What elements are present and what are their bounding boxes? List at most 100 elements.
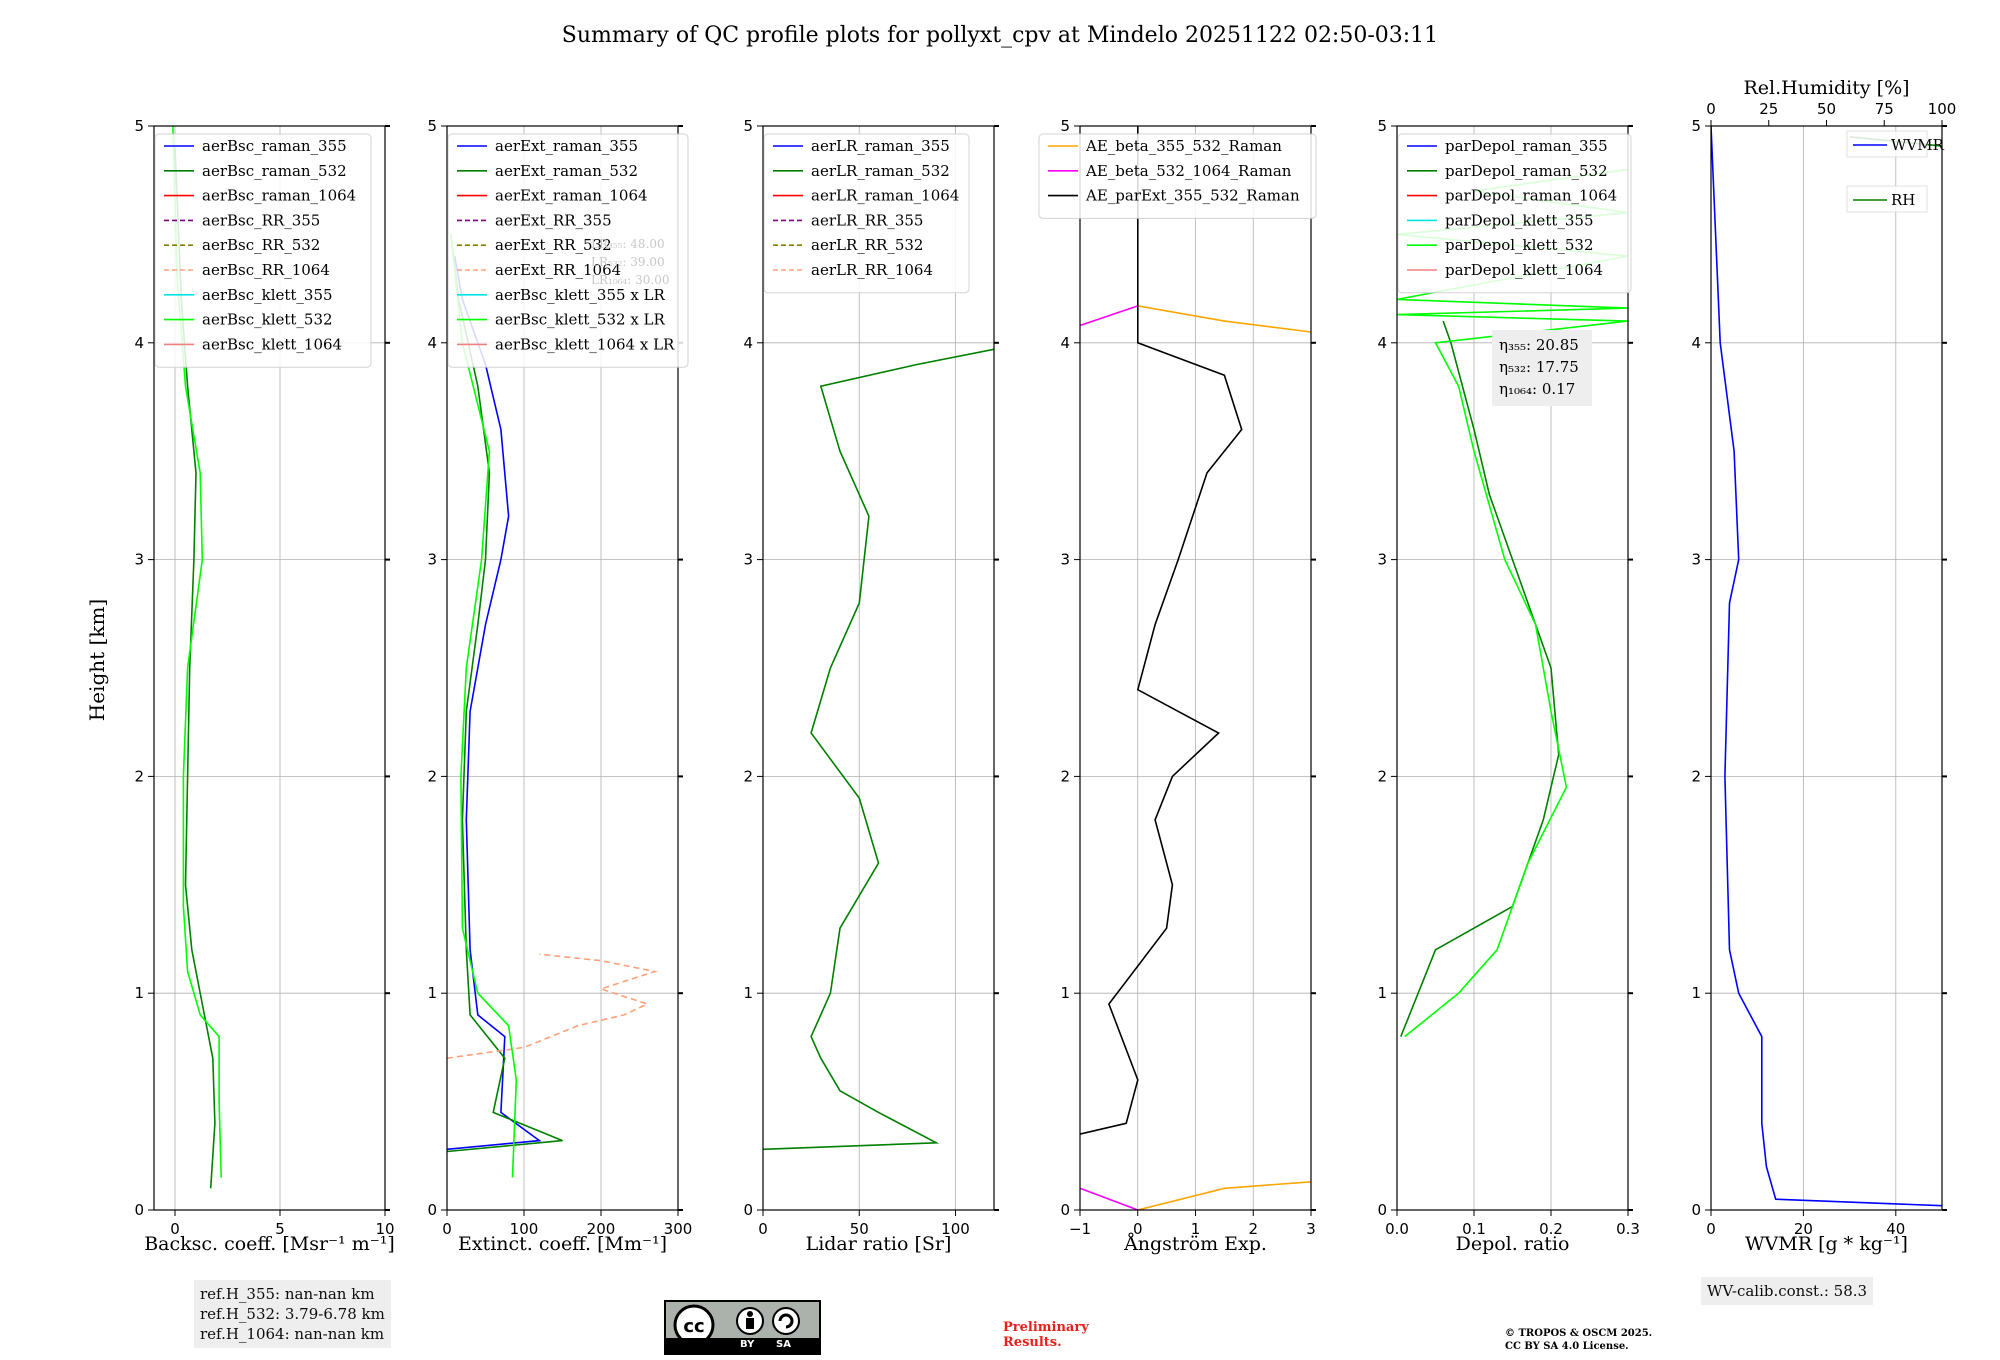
x-axis-label: WVMR [g * kg⁻¹] — [1745, 1233, 1908, 1255]
y-tick-label: 3 — [1060, 551, 1070, 569]
legend-entry: parDepol_klett_355 — [1445, 211, 1594, 229]
eta-annotation: η₅₃₂: 17.75 — [1499, 358, 1579, 376]
y-tick-label: 2 — [1060, 767, 1070, 785]
legend-entry: aerExt_RR_1064 — [495, 261, 621, 279]
top-x-tick-label: 0 — [1706, 100, 1716, 118]
x-tick-label: 0 — [170, 1220, 180, 1238]
legend: AE_beta_355_532_Raman AE_beta_532_1064_Ra… — [1038, 133, 1317, 219]
x-tick-label: 5 — [275, 1220, 285, 1238]
svg-text:cc: cc — [683, 1316, 704, 1337]
y-tick-label: 2 — [743, 767, 753, 785]
legend: WVMR RH — [1846, 130, 1945, 213]
cc-license-badge: cc BY SA — [664, 1300, 821, 1355]
legend-entry: aerBsc_RR_1064 — [202, 261, 330, 279]
x-tick-label: 0 — [758, 1220, 768, 1238]
series-AE_beta_355_532_Raman_upper — [1137, 305, 1311, 333]
y-tick-label: 3 — [427, 551, 437, 569]
y-tick-label: 5 — [1060, 117, 1070, 135]
panel-depol: 0.0 0.1 0.2 0.3 0 1 2 3 4 5 Depol. ratio parDepol_r… — [1377, 117, 1639, 1255]
series-RH_upper — [1849, 136, 1942, 147]
legend: aerExt_raman_355 aerExt_raman_532 aerExt_r… — [447, 133, 689, 368]
legend-entry: RH — [1891, 191, 1915, 209]
series-aerBsc_klett_532 x LR — [450, 234, 518, 1178]
y-tick-label: 4 — [427, 334, 437, 352]
legend: aerLR_raman_355 aerLR_raman_532 aerLR_rama… — [763, 133, 970, 294]
y-tick-label: 2 — [1377, 767, 1387, 785]
top-x-tick-label: 75 — [1875, 100, 1894, 118]
series-aerBsc_klett_532 — [172, 126, 222, 1178]
y-tick-label: 0 — [1060, 1201, 1070, 1219]
legend-entry: aerExt_RR_532 — [495, 236, 612, 254]
legend-entry: aerBsc_klett_1064 — [202, 335, 342, 353]
y-tick-label: 0 — [427, 1201, 437, 1219]
x-axis-label: Backsc. coeff. [Msr⁻¹ m⁻¹] — [144, 1233, 395, 1255]
panel-lr: 0 50 100 0 1 2 3 4 5 Lidar ratio [Sr] aerLR_raman_… — [743, 117, 999, 1255]
series-group — [172, 126, 222, 1189]
legend-entry: aerBsc_RR_532 — [202, 236, 320, 254]
sa-share-icon — [772, 1307, 800, 1335]
legend-entry: parDepol_raman_532 — [1445, 162, 1608, 180]
legend-entry: AE_parExt_355_532_Raman — [1085, 187, 1300, 205]
legend-box — [447, 133, 689, 368]
y-tick-label: 1 — [427, 984, 437, 1002]
x-tick-label: 10 — [375, 1220, 394, 1238]
y-tick-label: 2 — [134, 767, 144, 785]
y-tick-label: 5 — [427, 117, 437, 135]
y-tick-label: 3 — [134, 551, 144, 569]
series-aerLR_raman_532 — [763, 348, 994, 1151]
legend-entry: parDepol_raman_355 — [1445, 137, 1608, 155]
legend-entry: aerBsc_klett_355 x LR — [495, 286, 666, 304]
legend-entry: parDepol_klett_532 — [1445, 236, 1594, 254]
y-tick-label: 5 — [134, 117, 144, 135]
legend-entry: aerExt_RR_355 — [495, 211, 612, 229]
lidar-ratio-annotation: LR₁₀₆₄: 30.00 — [591, 273, 669, 287]
axes-frame — [153, 125, 386, 1211]
x-tick-label: 1 — [1191, 1220, 1201, 1238]
legend-entry: aerBsc_klett_355 — [202, 286, 333, 304]
ref-height-1064: ref.H_1064: nan-nan km — [200, 1325, 385, 1343]
x-tick-label: 0.0 — [1385, 1220, 1409, 1238]
x-tick-label: −1 — [1069, 1220, 1091, 1238]
wv-calib-const: WV-calib.const.: 58.3 — [1707, 1282, 1868, 1300]
axes-frame — [1710, 125, 1943, 1211]
legend: aerBsc_raman_355 aerBsc_raman_532 aerBsc_r… — [154, 133, 372, 368]
lidar-ratio-annotation: LR₅₃₂: 39.00 — [591, 255, 665, 269]
x-tick-label: 20 — [1794, 1220, 1813, 1238]
copyright-line-2: CC BY SA 4.0 License. — [1505, 1341, 1629, 1352]
copyright-line-1: © TROPOS & OSCM 2025. — [1505, 1328, 1653, 1339]
series-parDepol_klett_532 — [1397, 168, 1628, 1038]
top-x-tick-label: 50 — [1817, 100, 1836, 118]
series-group — [763, 348, 994, 1151]
y-tick-label: 4 — [1691, 334, 1701, 352]
y-tick-label: 1 — [134, 984, 144, 1002]
legend-entry: aerLR_raman_1064 — [811, 187, 959, 205]
series-aerExt_raman_355 — [447, 255, 542, 1151]
legend-box — [154, 133, 372, 368]
x-axis-label: Extinct. coeff. [Mm⁻¹] — [458, 1233, 667, 1255]
axes-frame — [762, 125, 995, 1211]
x-tick-label: 100 — [941, 1220, 970, 1238]
ref-height-532: ref.H_532: 3.79-6.78 km — [200, 1305, 385, 1323]
series-RH — [1965, 577, 2000, 989]
panel-ext: 0 100 200 300 0 1 2 3 4 5 Extinct. coeff. [Mm⁻¹] ae… — [427, 117, 692, 1255]
legend-entry: AE_beta_532_1064_Raman — [1085, 162, 1292, 180]
copyright-note: © TROPOS & OSCM 2025. CC BY SA 4.0 Licen… — [1505, 1327, 1652, 1353]
series-aerBsc_raman_532 — [174, 147, 216, 1189]
legend-box — [1038, 133, 1317, 219]
eta-annotation-box — [1492, 330, 1592, 406]
y-tick-label: 3 — [743, 551, 753, 569]
series-AE_parExt_355_532_Raman — [1080, 126, 1243, 1135]
legend-entry: aerLR_RR_355 — [811, 211, 923, 229]
reference-height-box: ref.H_355: nan-nan km ref.H_532: 3.79-6.… — [194, 1280, 391, 1348]
legend-entry: WVMR — [1891, 136, 1945, 154]
y-tick-label: 1 — [1377, 984, 1387, 1002]
legend: parDepol_raman_355 parDepol_raman_532 parD… — [1397, 133, 1632, 294]
x-tick-label: 0.2 — [1539, 1220, 1563, 1238]
series-aerExt_RR_1064 — [447, 953, 659, 1059]
x-tick-label: 2 — [1248, 1220, 1258, 1238]
legend-entry: aerLR_raman_532 — [811, 162, 950, 180]
series-group — [1711, 126, 2000, 1207]
